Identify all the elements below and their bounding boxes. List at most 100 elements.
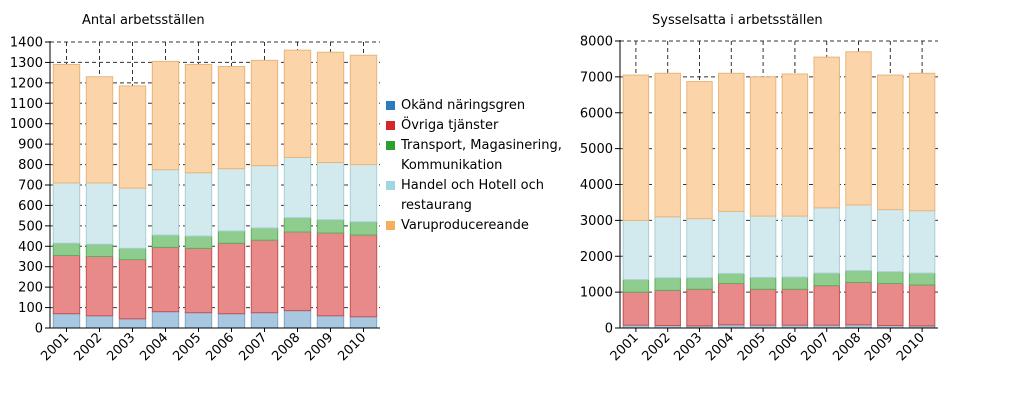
chart1-bar-segment <box>151 234 180 248</box>
legend-swatch-okand <box>386 101 395 110</box>
chart2-bar-segment <box>686 277 713 290</box>
chart1-bar-segment <box>316 51 345 164</box>
chart2-bar-segment <box>813 285 840 326</box>
chart1-bar-segment <box>349 221 378 236</box>
chart2-ytick-label: 0 <box>605 322 613 337</box>
chart1-xtick-label: 2001 <box>38 330 72 364</box>
chart1-bar-segment <box>85 243 114 258</box>
chart1-bar-segment <box>184 247 213 314</box>
chart1-bar-segment <box>118 247 147 261</box>
chart2-xtick-label: 2005 <box>735 330 769 364</box>
chart1-bar-segment <box>217 230 246 244</box>
legend-label-handel: Handel och Hotell och restaurang <box>401 178 544 213</box>
legend-swatch-ovriga <box>386 121 395 130</box>
chart2-xtick-label: 2002 <box>640 330 674 364</box>
chart1-bar-segment <box>151 60 180 171</box>
chart1-bar-segment <box>217 313 246 329</box>
chart1-bar-segment <box>151 246 180 313</box>
chart2-bar-segment <box>781 288 809 326</box>
chart2-bar-segment <box>686 288 713 327</box>
chart2-xtick-label: 2006 <box>767 330 801 364</box>
chart1-ytick-label: 700 <box>18 179 43 194</box>
legend-item-varu: Varuproducereande <box>386 216 586 236</box>
chart2-bar-segment <box>718 283 745 326</box>
chart1-bar-segment <box>283 217 312 233</box>
chart1-ytick-label: 200 <box>18 281 43 296</box>
chart1-bar-segment <box>283 231 312 312</box>
chart2-title: Sysselsatta i arbetsställen <box>652 13 823 28</box>
chart1-xtick-label: 2008 <box>269 330 303 364</box>
chart2-bar-segment <box>908 210 936 274</box>
chart2-bar-segment <box>718 210 745 274</box>
chart-antal-arbetsstallen: Antal arbetsställen 0 100 200 300 400 500 600 7… <box>10 13 380 364</box>
chart2-bar-segment <box>877 283 904 326</box>
chart1-ytick-label: 400 <box>18 240 43 255</box>
chart1-bar-segment <box>85 76 114 184</box>
chart1-bar-segment <box>52 254 81 315</box>
chart1-bar-segment <box>316 232 345 317</box>
chart2-bar-segment <box>813 207 840 274</box>
chart1-xtick-label: 2002 <box>71 330 105 364</box>
chart2-ytick-label: 8000 <box>580 35 613 50</box>
chart1-bar-segment <box>118 259 147 320</box>
chart2-ytick-label: 5000 <box>580 142 613 157</box>
chart1-ytick-label: 100 <box>18 301 43 316</box>
legend-swatch-varu <box>386 221 395 230</box>
chart1-bar-segment <box>316 162 345 221</box>
chart2-xtick-label: 2010 <box>894 330 928 364</box>
chart2-bar-segment <box>813 272 840 287</box>
chart1-bar-segment <box>250 165 279 229</box>
chart2-bar-segment <box>686 81 713 220</box>
chart2-bar-segment <box>749 76 777 217</box>
chart1-bar-segment <box>349 316 378 329</box>
chart1-bar-segment <box>250 312 279 329</box>
chart1-bar-segment <box>217 66 246 170</box>
chart2-bar-segment <box>845 270 872 283</box>
legend-item-okand: Okänd näringsgren <box>386 96 586 116</box>
chart2-bar-segment <box>622 291 650 326</box>
chart2-xtick-label: 2004 <box>703 330 737 364</box>
chart2-bar-segment <box>908 284 936 327</box>
chart2-ytick-label: 1000 <box>580 286 613 301</box>
chart2-xtick-label: 2007 <box>799 330 833 364</box>
chart1-bar-segment <box>151 311 180 329</box>
chart1-bar-segment <box>349 164 378 223</box>
chart2-bar-segment <box>877 74 904 211</box>
chart2-bar-segment <box>686 218 713 279</box>
chart2-xtick-label: 2009 <box>862 330 896 364</box>
legend-item-handel: Handel och Hotell och restaurang <box>386 176 586 216</box>
chart2-bar-segment <box>845 204 872 272</box>
chart2-bar-segment <box>908 272 936 286</box>
chart2-bar-segment <box>877 271 904 285</box>
chart1-xtick-label: 2007 <box>236 330 270 364</box>
chart1-bar-segment <box>52 182 81 244</box>
legend: Okänd näringsgren Övriga tjänster Transp… <box>386 96 586 236</box>
chart1-bar-segment <box>85 256 114 317</box>
chart2-bar-segment <box>654 289 681 326</box>
chart2-bar-segment <box>749 276 777 290</box>
chart2-bar-segment <box>845 51 872 206</box>
chart1-bar-segment <box>316 219 345 234</box>
chart2-bar-segment <box>622 279 650 293</box>
chart1-ytick-label: 900 <box>18 138 43 153</box>
chart2-bar-segment <box>813 56 840 209</box>
chart1-ytick-label: 1200 <box>10 76 43 91</box>
chart1-bar-segment <box>316 315 345 329</box>
chart1-bar-segment <box>85 315 114 329</box>
legend-label-okand: Okänd näringsgren <box>401 98 526 113</box>
chart2-bar-segment <box>718 272 745 285</box>
chart1-bar-segment <box>151 169 180 236</box>
chart2-bar-segment <box>654 216 681 279</box>
chart2-bar-segment <box>877 209 904 273</box>
chart1-xtick-label: 2003 <box>104 330 138 364</box>
chart1-ytick-label: 300 <box>18 260 43 275</box>
chart1-xtick-label: 2009 <box>302 330 336 364</box>
legend-item-ovriga: Övriga tjänster <box>386 116 586 136</box>
legend-label-ovriga: Övriga tjänster <box>401 118 499 133</box>
chart1-bar-segment <box>184 312 213 329</box>
chart1-bar-segment <box>250 227 279 241</box>
chart1-bar-segment <box>52 63 81 184</box>
chart1-ytick-label: 1400 <box>10 36 43 51</box>
chart1-bar-segment <box>118 187 147 249</box>
chart1-xtick-label: 2005 <box>170 330 204 364</box>
